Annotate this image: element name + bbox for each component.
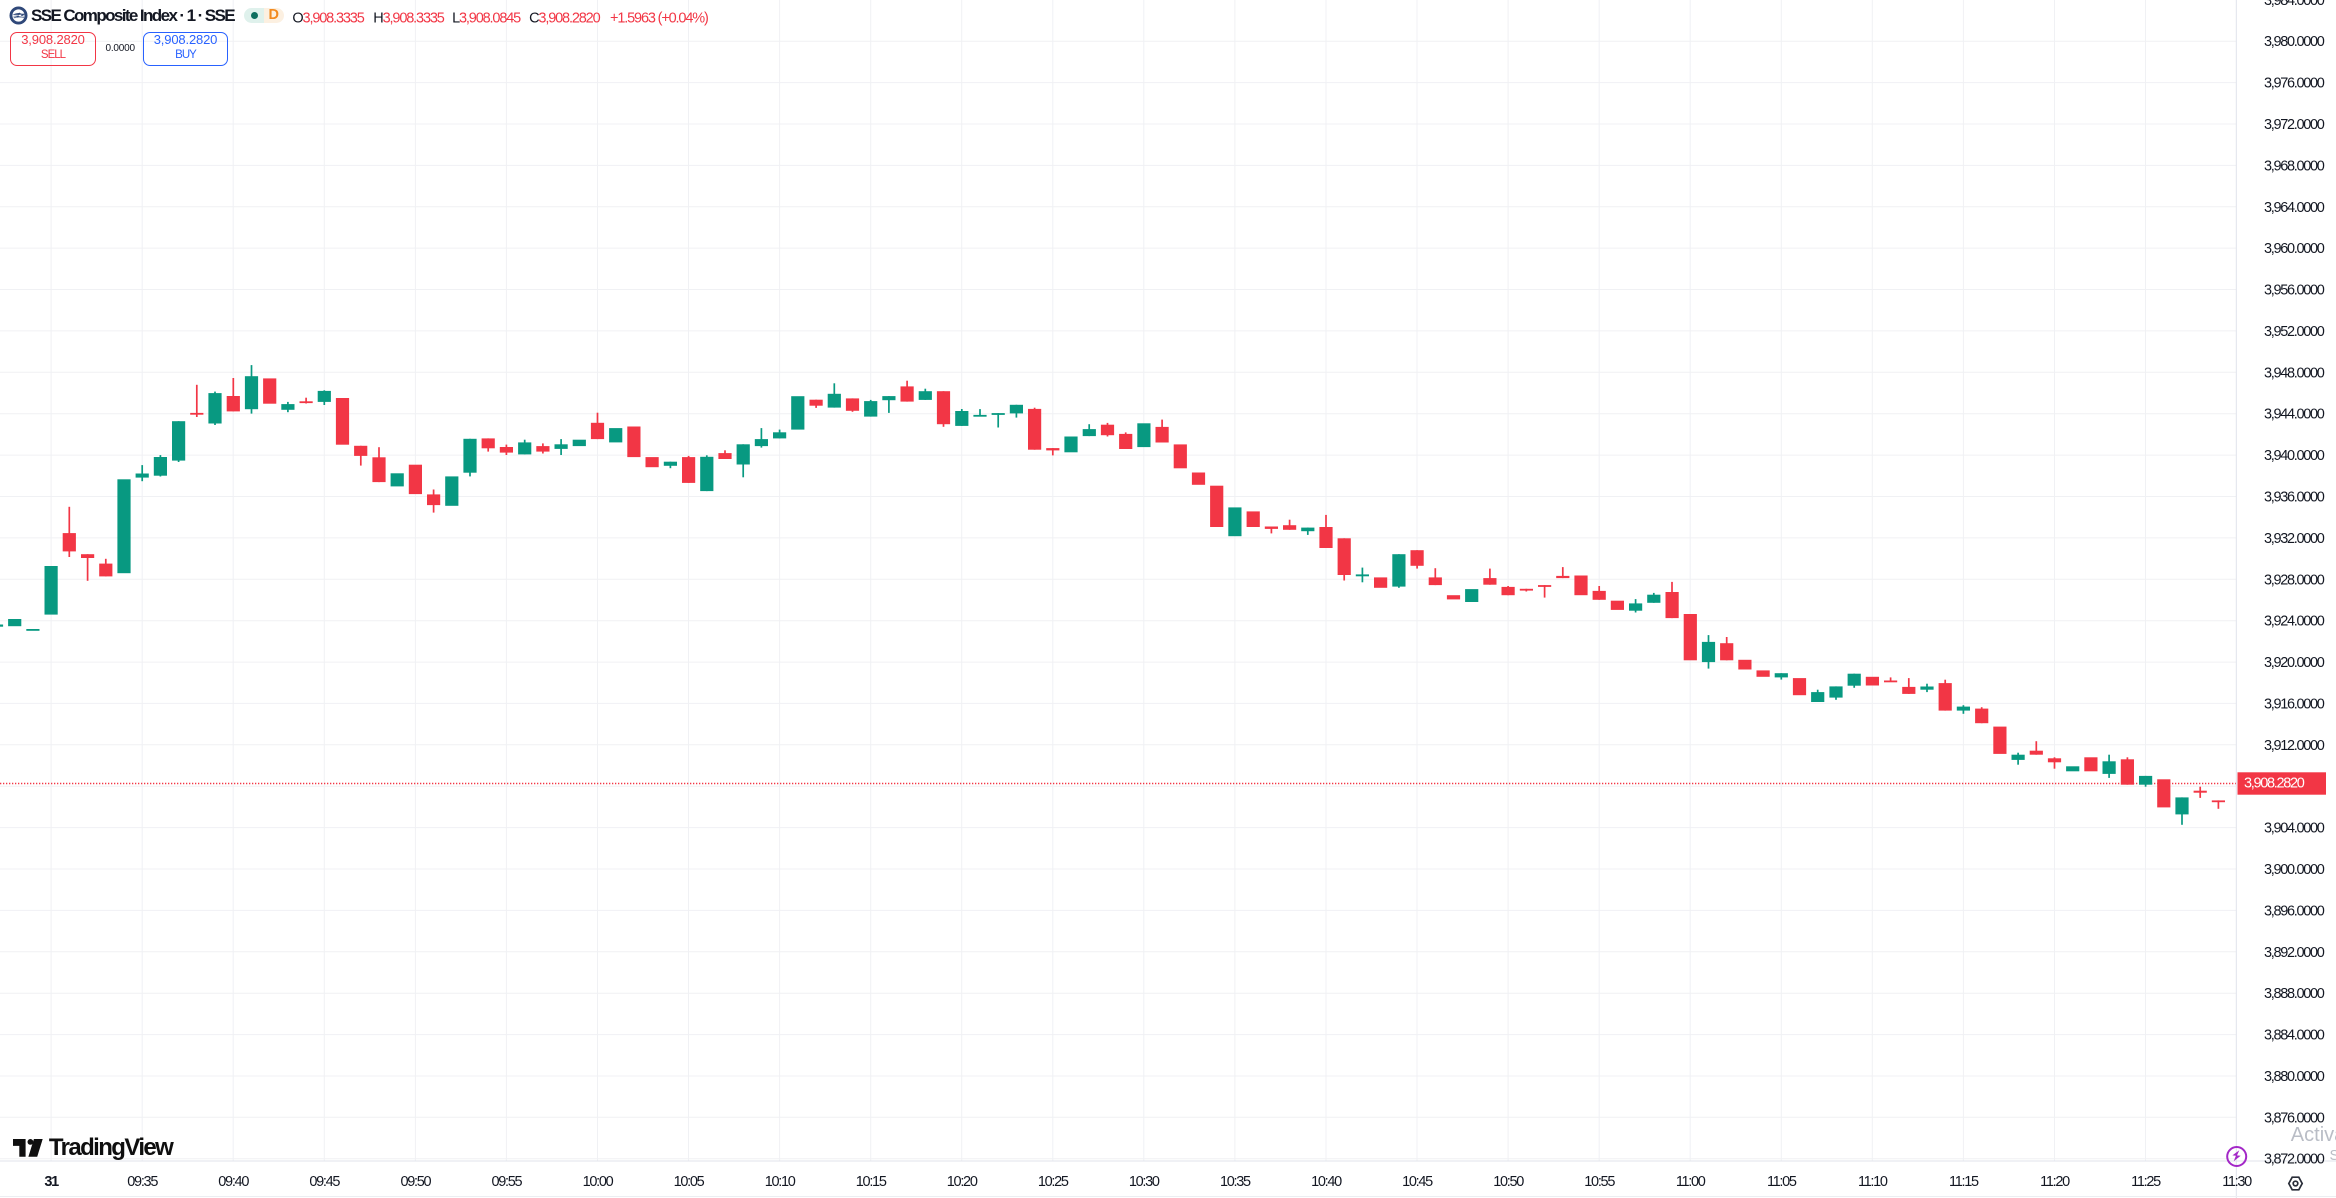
svg-text:3,932.0000: 3,932.0000 bbox=[2264, 531, 2325, 547]
svg-text:3,928.0000: 3,928.0000 bbox=[2264, 572, 2325, 588]
svg-text:10:25: 10:25 bbox=[1038, 1174, 1069, 1190]
svg-text:11:15: 11:15 bbox=[1949, 1174, 1979, 1190]
svg-text:10:15: 10:15 bbox=[856, 1174, 887, 1190]
svg-text:11:05: 11:05 bbox=[1767, 1174, 1797, 1190]
svg-text:3,952.0000: 3,952.0000 bbox=[2264, 324, 2325, 340]
svg-text:3,896.0000: 3,896.0000 bbox=[2264, 903, 2325, 919]
svg-text:3,944.0000: 3,944.0000 bbox=[2264, 407, 2325, 423]
svg-text:3,916.0000: 3,916.0000 bbox=[2264, 696, 2325, 712]
svg-text:10:05: 10:05 bbox=[674, 1174, 705, 1190]
svg-text:3,948.0000: 3,948.0000 bbox=[2264, 365, 2325, 381]
svg-text:10:00: 10:00 bbox=[583, 1174, 614, 1190]
svg-text:11:10: 11:10 bbox=[1858, 1174, 1888, 1190]
svg-text:3,956.0000: 3,956.0000 bbox=[2264, 283, 2325, 299]
svg-text:11:25: 11:25 bbox=[2131, 1174, 2161, 1190]
svg-text:3,888.0000: 3,888.0000 bbox=[2264, 986, 2325, 1002]
svg-text:H3,908.3335: H3,908.3335 bbox=[373, 10, 444, 26]
svg-text:3,980.0000: 3,980.0000 bbox=[2264, 34, 2325, 50]
svg-text:3,884.0000: 3,884.0000 bbox=[2264, 1028, 2325, 1044]
svg-text:10:40: 10:40 bbox=[1311, 1174, 1342, 1190]
svg-text:10:50: 10:50 bbox=[1493, 1174, 1524, 1190]
svg-text:3,912.0000: 3,912.0000 bbox=[2264, 738, 2325, 754]
svg-text:09:50: 09:50 bbox=[401, 1174, 432, 1190]
svg-text:3,904.0000: 3,904.0000 bbox=[2264, 821, 2325, 837]
svg-text:3,908.2820: 3,908.2820 bbox=[2244, 776, 2305, 792]
svg-text:10:20: 10:20 bbox=[947, 1174, 978, 1190]
svg-text:+1.5963 (+0.04%): +1.5963 (+0.04%) bbox=[610, 10, 708, 26]
svg-text:3,968.0000: 3,968.0000 bbox=[2264, 158, 2325, 174]
svg-text:L3,908.0845: L3,908.0845 bbox=[452, 10, 521, 26]
svg-text:31: 31 bbox=[44, 1174, 59, 1190]
svg-text:O3,908.3335: O3,908.3335 bbox=[292, 10, 364, 26]
svg-text:10:10: 10:10 bbox=[765, 1174, 796, 1190]
svg-text:3,876.0000: 3,876.0000 bbox=[2264, 1110, 2325, 1126]
svg-text:10:30: 10:30 bbox=[1129, 1174, 1160, 1190]
svg-text:11:30: 11:30 bbox=[2222, 1174, 2252, 1190]
svg-text:09:40: 09:40 bbox=[218, 1174, 249, 1190]
svg-text:3,900.0000: 3,900.0000 bbox=[2264, 862, 2325, 878]
svg-text:3,964.0000: 3,964.0000 bbox=[2264, 200, 2325, 216]
svg-text:09:35: 09:35 bbox=[127, 1174, 158, 1190]
svg-text:09:55: 09:55 bbox=[492, 1174, 523, 1190]
svg-text:3,976.0000: 3,976.0000 bbox=[2264, 76, 2325, 92]
svg-text:10:45: 10:45 bbox=[1402, 1174, 1433, 1190]
svg-text:3,872.0000: 3,872.0000 bbox=[2264, 1152, 2325, 1168]
svg-text:10:55: 10:55 bbox=[1584, 1174, 1615, 1190]
svg-text:11:20: 11:20 bbox=[2040, 1174, 2070, 1190]
svg-text:11:00: 11:00 bbox=[1676, 1174, 1706, 1190]
svg-text:3,924.0000: 3,924.0000 bbox=[2264, 614, 2325, 630]
svg-text:3,940.0000: 3,940.0000 bbox=[2264, 448, 2325, 464]
svg-text:3,960.0000: 3,960.0000 bbox=[2264, 241, 2325, 257]
svg-text:3,984.0000: 3,984.0000 bbox=[2264, 0, 2325, 9]
svg-text:10:35: 10:35 bbox=[1220, 1174, 1251, 1190]
svg-text:3,892.0000: 3,892.0000 bbox=[2264, 945, 2325, 961]
svg-text:3,880.0000: 3,880.0000 bbox=[2264, 1069, 2325, 1085]
svg-text:C3,908.2820: C3,908.2820 bbox=[529, 10, 600, 26]
svg-text:3,936.0000: 3,936.0000 bbox=[2264, 490, 2325, 506]
svg-text:3,920.0000: 3,920.0000 bbox=[2264, 655, 2325, 671]
svg-text:3,972.0000: 3,972.0000 bbox=[2264, 117, 2325, 133]
svg-text:09:45: 09:45 bbox=[309, 1174, 340, 1190]
